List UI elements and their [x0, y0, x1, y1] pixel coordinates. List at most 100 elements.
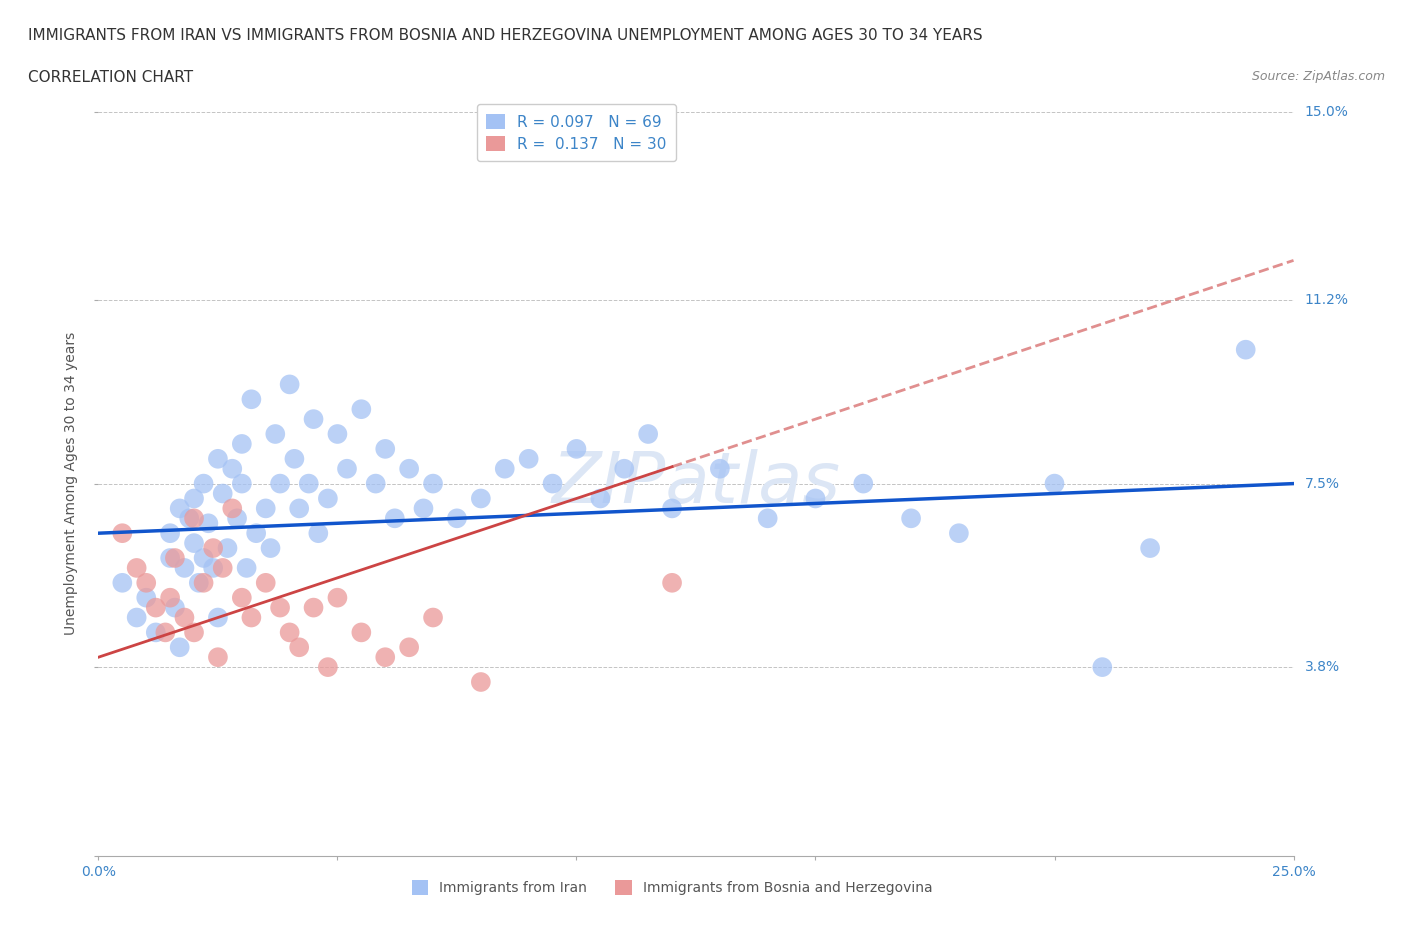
Point [254, 576, 277, 591]
Point [207, 610, 229, 625]
Point [517, 451, 540, 466]
Text: ZIPatlas: ZIPatlas [551, 449, 841, 518]
Point [589, 491, 612, 506]
Point [336, 461, 359, 476]
Point [264, 427, 287, 442]
Point [179, 511, 201, 525]
Text: 11.2%: 11.2% [1305, 293, 1348, 307]
Point [1043, 476, 1066, 491]
Point [384, 511, 406, 525]
Point [398, 640, 420, 655]
Text: 7.5%: 7.5% [1305, 476, 1340, 491]
Point [298, 476, 321, 491]
Point [135, 576, 157, 591]
Point [207, 650, 229, 665]
Point [226, 511, 249, 525]
Point [637, 427, 659, 442]
Point [163, 600, 186, 615]
Point [470, 674, 492, 689]
Point [183, 491, 205, 506]
Point [125, 561, 148, 576]
Point [231, 436, 253, 451]
Point [202, 540, 225, 555]
Point [852, 476, 875, 491]
Point [541, 476, 564, 491]
Point [364, 476, 387, 491]
Point [245, 525, 267, 540]
Point [217, 540, 239, 555]
Y-axis label: Unemployment Among Ages 30 to 34 years: Unemployment Among Ages 30 to 34 years [65, 332, 79, 635]
Point [187, 576, 209, 591]
Point [398, 461, 420, 476]
Point [412, 501, 434, 516]
Point [173, 610, 195, 625]
Point [193, 551, 215, 565]
Point [211, 561, 233, 576]
Point [422, 476, 444, 491]
Point [494, 461, 516, 476]
Point [207, 451, 229, 466]
Point [269, 476, 291, 491]
Point [1091, 659, 1114, 674]
Point [193, 476, 215, 491]
Point [159, 525, 181, 540]
Text: 15.0%: 15.0% [1305, 104, 1348, 119]
Point [193, 576, 215, 591]
Point [948, 525, 970, 540]
Point [111, 525, 134, 540]
Point [278, 625, 301, 640]
Point [756, 511, 779, 525]
Point [145, 600, 167, 615]
Point [661, 501, 683, 516]
Point [1139, 540, 1161, 555]
Point [350, 402, 373, 417]
Point [900, 511, 922, 525]
Point [231, 476, 253, 491]
Point [169, 501, 191, 516]
Point [221, 461, 243, 476]
Point [221, 501, 243, 516]
Point [278, 377, 301, 392]
Point [125, 610, 148, 625]
Point [269, 600, 291, 615]
Point [374, 442, 396, 457]
Point [709, 461, 731, 476]
Point [183, 625, 205, 640]
Point [159, 551, 181, 565]
Point [202, 561, 225, 576]
Point [197, 516, 219, 531]
Point [326, 591, 349, 605]
Text: 3.8%: 3.8% [1305, 660, 1340, 674]
Point [350, 625, 373, 640]
Point [211, 486, 233, 501]
Point [145, 625, 167, 640]
Point [316, 491, 339, 506]
Point [283, 451, 305, 466]
Point [163, 551, 186, 565]
Point [613, 461, 636, 476]
Point [1234, 342, 1257, 357]
Point [288, 501, 311, 516]
Point [326, 427, 349, 442]
Point [316, 659, 339, 674]
Text: IMMIGRANTS FROM IRAN VS IMMIGRANTS FROM BOSNIA AND HERZEGOVINA UNEMPLOYMENT AMON: IMMIGRANTS FROM IRAN VS IMMIGRANTS FROM … [28, 28, 983, 43]
Point [422, 610, 444, 625]
Point [240, 610, 263, 625]
Point [159, 591, 181, 605]
Point [135, 591, 157, 605]
Point [183, 511, 205, 525]
Point [374, 650, 396, 665]
Point [231, 591, 253, 605]
Text: CORRELATION CHART: CORRELATION CHART [28, 70, 193, 85]
Point [259, 540, 281, 555]
Point [111, 576, 134, 591]
Point [804, 491, 827, 506]
Point [302, 412, 325, 427]
Point [169, 640, 191, 655]
Point [155, 625, 177, 640]
Point [470, 491, 492, 506]
Point [565, 442, 588, 457]
Legend: R = 0.097   N = 69, R =  0.137   N = 30: R = 0.097 N = 69, R = 0.137 N = 30 [477, 104, 676, 161]
Point [307, 525, 329, 540]
Text: Source: ZipAtlas.com: Source: ZipAtlas.com [1251, 70, 1385, 83]
